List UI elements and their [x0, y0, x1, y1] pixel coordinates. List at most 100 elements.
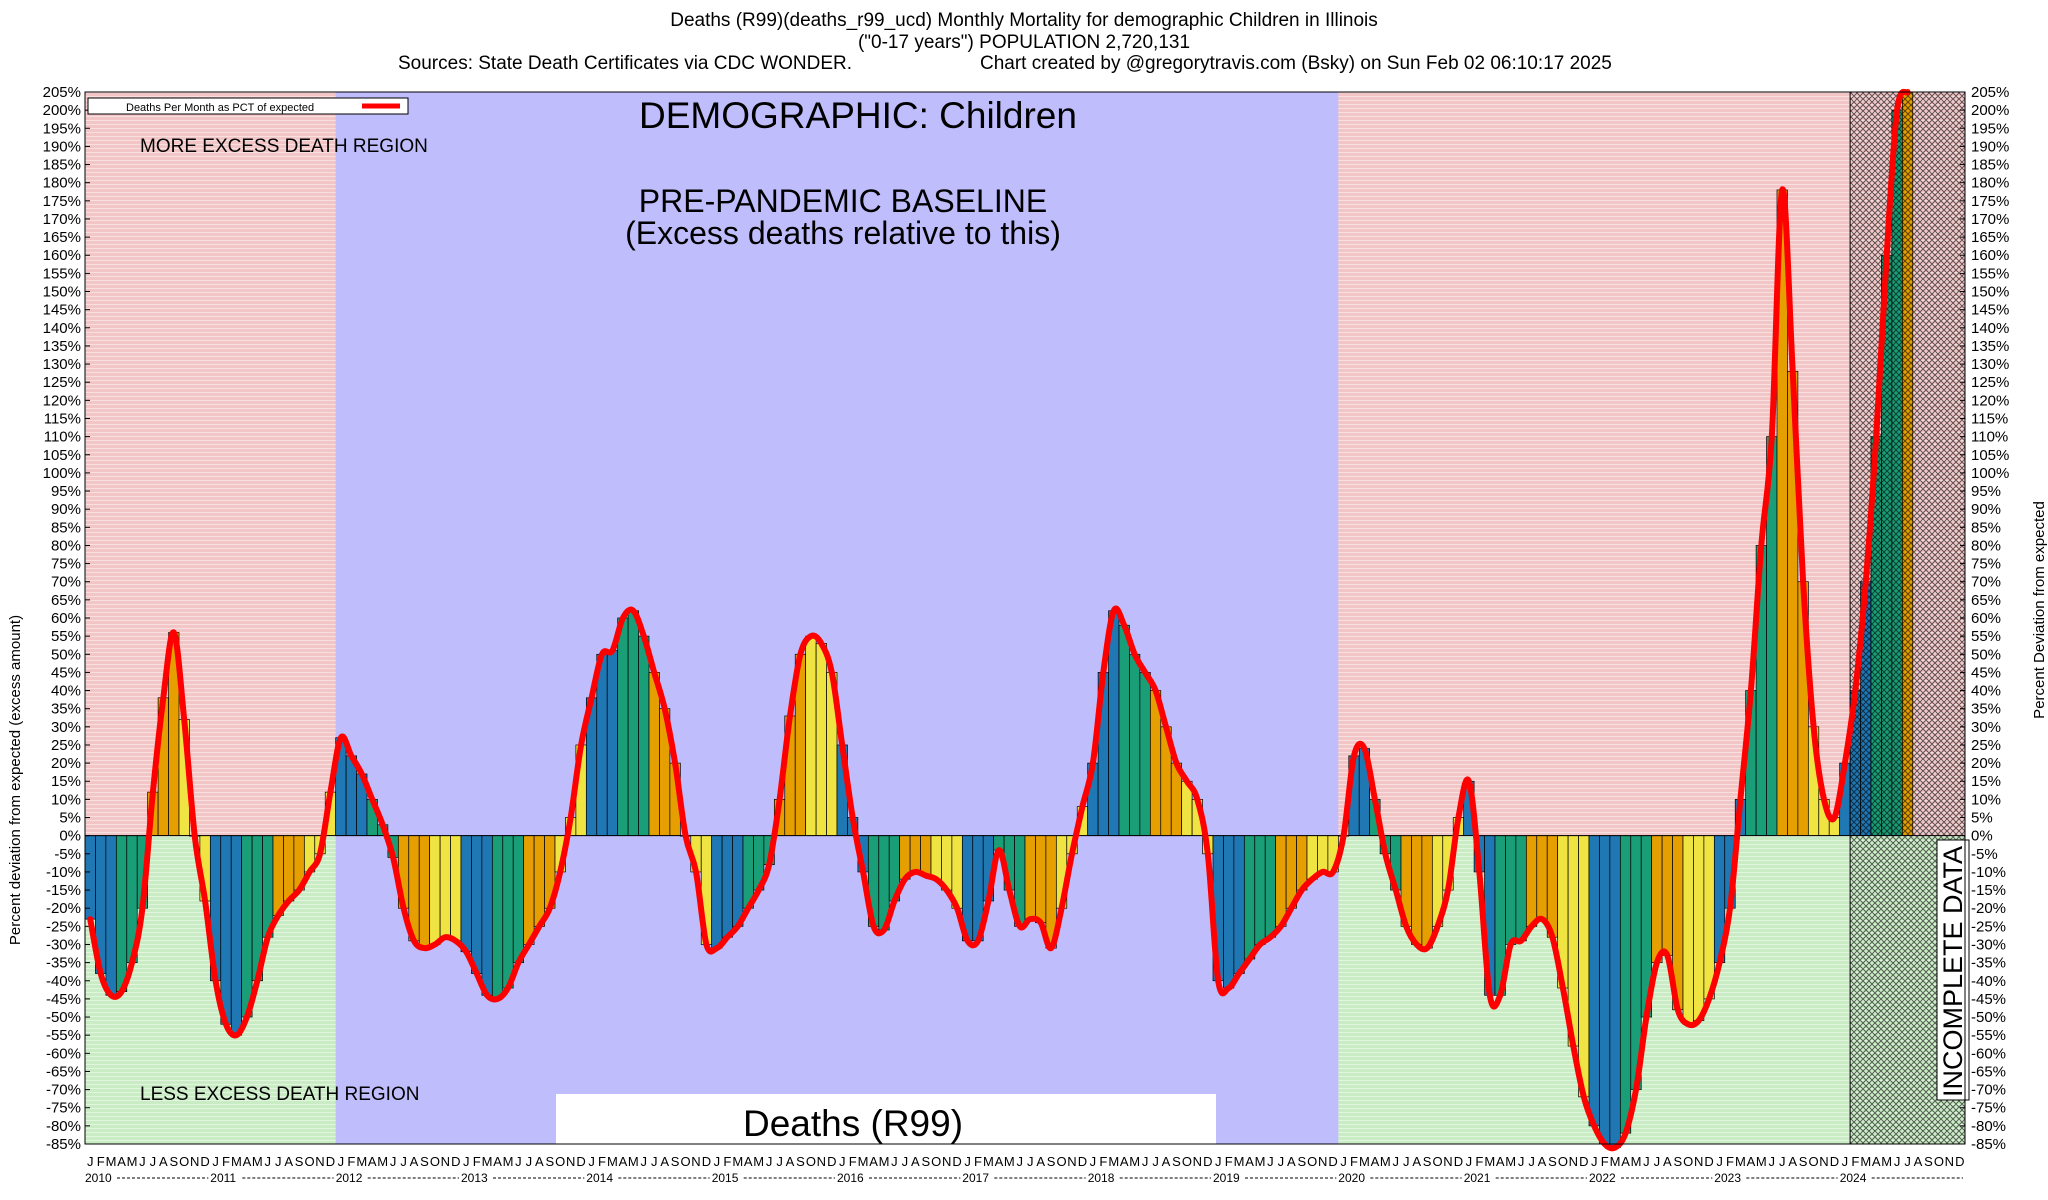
x-tick-label: O	[681, 1154, 691, 1169]
y-tick-label-left: 55%	[51, 628, 81, 645]
y-axis-title-left: Percent deviation from expected (excess …	[7, 615, 24, 945]
incomplete-label-box	[1936, 839, 1970, 1101]
year-label: 2010	[85, 1171, 112, 1185]
bar	[283, 835, 295, 902]
y-tick-label-left: 95%	[51, 483, 81, 500]
x-tick-label: O	[1057, 1154, 1067, 1169]
x-tick-label: J	[964, 1154, 971, 1169]
y-tick-label-left: 200%	[43, 102, 81, 119]
y-tick-label-right: 160%	[1971, 247, 2009, 264]
x-tick-label: N	[566, 1154, 575, 1169]
incomplete-data-label: INCOMPLETE DATA	[1938, 846, 1968, 1097]
x-tick-label: F	[222, 1154, 230, 1169]
bar	[1421, 835, 1433, 949]
x-tick-label: D	[952, 1154, 961, 1169]
bar	[1223, 835, 1235, 989]
source-note: Sources: State Death Certificates via CD…	[398, 53, 853, 74]
x-tick-label: A	[284, 1154, 293, 1169]
bar	[920, 835, 932, 876]
chart-subtitle: ("0-17 years") POPULATION 2,720,131	[857, 32, 1191, 53]
x-tick-label: M	[858, 1154, 869, 1169]
y-tick-label-right: 5%	[1971, 810, 1993, 827]
x-tick-label: S	[295, 1154, 304, 1169]
bar	[1264, 835, 1277, 938]
bar	[523, 835, 535, 945]
deviation-curve	[87, 88, 1911, 1152]
bar	[909, 835, 921, 873]
y-tick-label-left: 140%	[43, 320, 81, 337]
x-tick-label: J	[588, 1154, 595, 1169]
bar	[1317, 835, 1329, 873]
y-tick-label-right: -75%	[1971, 1100, 2006, 1117]
y-tick-label-right: 40%	[1971, 683, 2001, 700]
legend-label: Deaths Per Month as PCT of expected	[126, 102, 314, 114]
y-tick-label-right: -45%	[1971, 991, 2006, 1008]
x-tick-label: J	[1779, 1154, 1786, 1169]
year-label: 2023	[1714, 1171, 1741, 1185]
bar	[1651, 835, 1663, 963]
bar	[1525, 835, 1538, 927]
x-tick-label: M	[1255, 1154, 1266, 1169]
x-tick-label: A	[1663, 1154, 1672, 1169]
x-tick-label: N	[1569, 1154, 1578, 1169]
y-tick-label-left: -60%	[46, 1045, 81, 1062]
y-tick-label-left: -85%	[46, 1136, 81, 1153]
x-tick-label: A	[619, 1154, 628, 1169]
x-tick-label: F	[974, 1154, 982, 1169]
bar	[471, 835, 483, 974]
less-excess-region-label: LESS EXCESS DEATH REGION	[140, 1084, 419, 1105]
x-tick-label: O	[430, 1154, 440, 1169]
y-tick-label-right: -70%	[1971, 1082, 2006, 1099]
x-tick-label: D	[200, 1154, 209, 1169]
y-tick-label-left: -35%	[46, 955, 81, 972]
x-tick-label: D	[1454, 1154, 1463, 1169]
y-tick-label-right: 115%	[1971, 410, 2008, 427]
x-tick-label: J	[1142, 1154, 1149, 1169]
bar	[1505, 835, 1517, 945]
x-tick-label: A	[744, 1154, 753, 1169]
y-tick-label-right: -10%	[1971, 864, 2006, 881]
x-tick-label: M	[377, 1154, 388, 1169]
y-tick-label-right: -55%	[1971, 1027, 2006, 1044]
y-tick-label-right: 110%	[1971, 429, 2008, 446]
bar	[1536, 835, 1548, 920]
x-tick-label: N	[441, 1154, 450, 1169]
x-tick-label: D	[1328, 1154, 1337, 1169]
bar	[1411, 835, 1423, 945]
y-tick-label-left: 30%	[51, 719, 81, 736]
x-tick-label: J	[1017, 1154, 1024, 1169]
x-tick-label: J	[714, 1154, 721, 1169]
x-tick-label: M	[1359, 1154, 1370, 1169]
bar	[1515, 835, 1527, 942]
x-tick-label: O	[1809, 1154, 1819, 1169]
x-tick-label: O	[179, 1154, 189, 1169]
bar	[481, 835, 493, 996]
y-tick-label-right: -60%	[1971, 1045, 2006, 1062]
x-tick-label: D	[451, 1154, 460, 1169]
y-tick-label-right: -15%	[1971, 882, 2006, 899]
x-tick-label: J	[1393, 1154, 1400, 1169]
x-tick-label: M	[252, 1154, 263, 1169]
x-tick-label: F	[1225, 1154, 1233, 1169]
x-tick-label: M	[127, 1154, 138, 1169]
y-tick-label-left: -25%	[46, 918, 81, 935]
x-tick-label: A	[1162, 1154, 1171, 1169]
bar	[1609, 835, 1621, 1148]
y-tick-label-left: 190%	[43, 138, 81, 155]
x-tick-label: M	[1108, 1154, 1119, 1169]
bar	[1129, 653, 1141, 837]
y-tick-label-right: 190%	[1971, 138, 2009, 155]
x-tick-label: J	[902, 1154, 909, 1169]
x-tick-label: S	[1172, 1154, 1181, 1169]
x-tick-label: J	[150, 1154, 157, 1169]
x-tick-label: J	[1643, 1154, 1650, 1169]
x-tick-label: J	[1842, 1154, 1849, 1169]
y-tick-label-left: 155%	[43, 265, 81, 282]
y-axis-title-right: Percent Deviation from expected	[2031, 501, 2048, 719]
y-tick-label-left: 180%	[43, 175, 81, 192]
x-tick-label: S	[1297, 1154, 1306, 1169]
bar	[638, 635, 650, 837]
x-tick-label: D	[1078, 1154, 1087, 1169]
x-tick-label: J	[87, 1154, 94, 1169]
x-tick-label: A	[243, 1154, 252, 1169]
